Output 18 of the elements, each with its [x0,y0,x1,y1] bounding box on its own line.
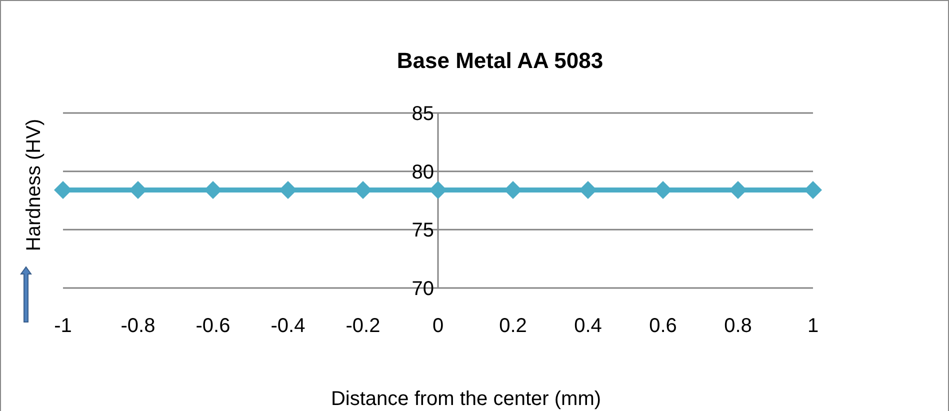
chart-title: Base Metal AA 5083 [396,48,604,73]
y-tick-label: 75 [412,220,434,242]
y-tick-label: 85 [412,103,434,125]
x-tick-label: 0.6 [649,315,677,337]
x-tick-label: 1 [807,315,819,337]
x-tick-label: -0.8 [120,315,156,337]
x-tick-label: 0.2 [499,315,527,337]
x-tick-label: 0.4 [574,315,602,337]
y-tick-label: 70 [412,278,434,300]
x-tick-label: -1 [54,315,72,337]
x-tick-label: -0.4 [270,315,306,337]
x-tick-label: 0 [432,315,444,337]
x-tick-label: -0.2 [346,315,380,337]
y-tick-label: 80 [412,161,434,184]
x-axis-title: Distance from the center (mm) [330,388,602,410]
x-tick-label: -0.6 [196,315,230,337]
y-axis-title: Hardness (HV) [23,118,45,252]
x-tick-label: 0.8 [724,315,752,337]
